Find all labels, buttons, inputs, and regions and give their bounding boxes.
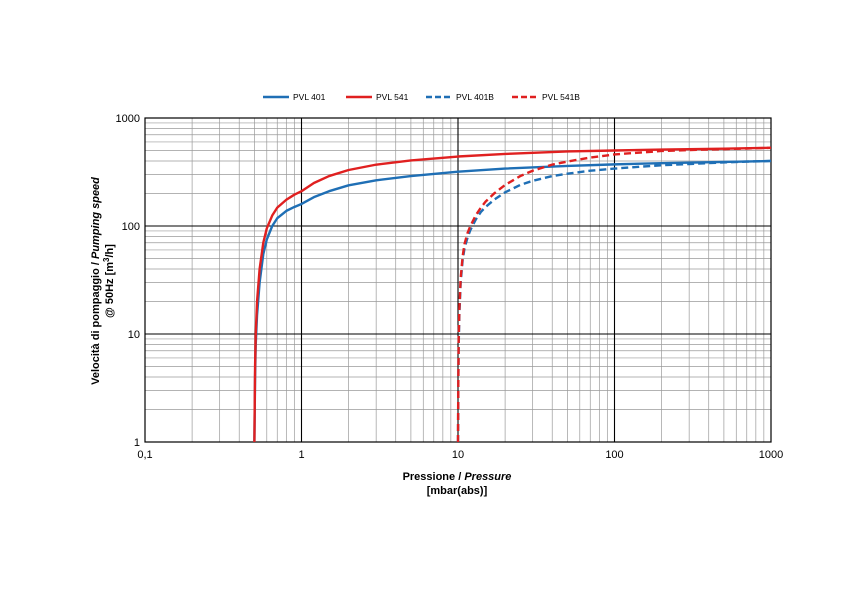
- x-tick-label: 1: [298, 449, 304, 461]
- y-tick-label: 1000: [116, 113, 140, 125]
- x-tick-label: 0,1: [137, 449, 152, 461]
- y-tick-label: 1: [134, 437, 140, 449]
- y-axis-ticks: 1 10 100 1000: [116, 113, 140, 449]
- x-axis-unit: [mbar(abs)]: [427, 485, 488, 497]
- y-axis-title: Velocità di pompaggio / Pumping speed: [90, 177, 102, 385]
- y-tick-label: 10: [128, 329, 140, 341]
- legend-label-pvl-401: PVL 401: [293, 92, 326, 102]
- series-line-pvl-541: [253, 146, 772, 443]
- grid-major: [145, 118, 771, 442]
- legend-label-pvl-541: PVL 541: [376, 92, 409, 102]
- x-axis-ticks: 0,1 1 10 100 1000: [137, 449, 783, 461]
- x-tick-label: 10: [452, 449, 464, 461]
- series-line-pvl-541b: [456, 146, 772, 443]
- legend-label-pvl-401b: PVL 401B: [456, 92, 494, 102]
- legend: PVL 401 PVL 541 PVL 401B PVL 541B: [263, 92, 580, 102]
- y-tick-label: 100: [122, 221, 140, 233]
- series-line-pvl-401b: [456, 159, 772, 443]
- x-tick-label: 100: [605, 449, 623, 461]
- x-tick-label: 1000: [759, 449, 783, 461]
- series-group: [253, 146, 772, 443]
- x-axis-title: Pressione / Pressure: [403, 471, 512, 483]
- legend-label-pvl-541b: PVL 541B: [542, 92, 580, 102]
- y-axis-unit: @ 50Hz [m3/h]: [102, 244, 116, 318]
